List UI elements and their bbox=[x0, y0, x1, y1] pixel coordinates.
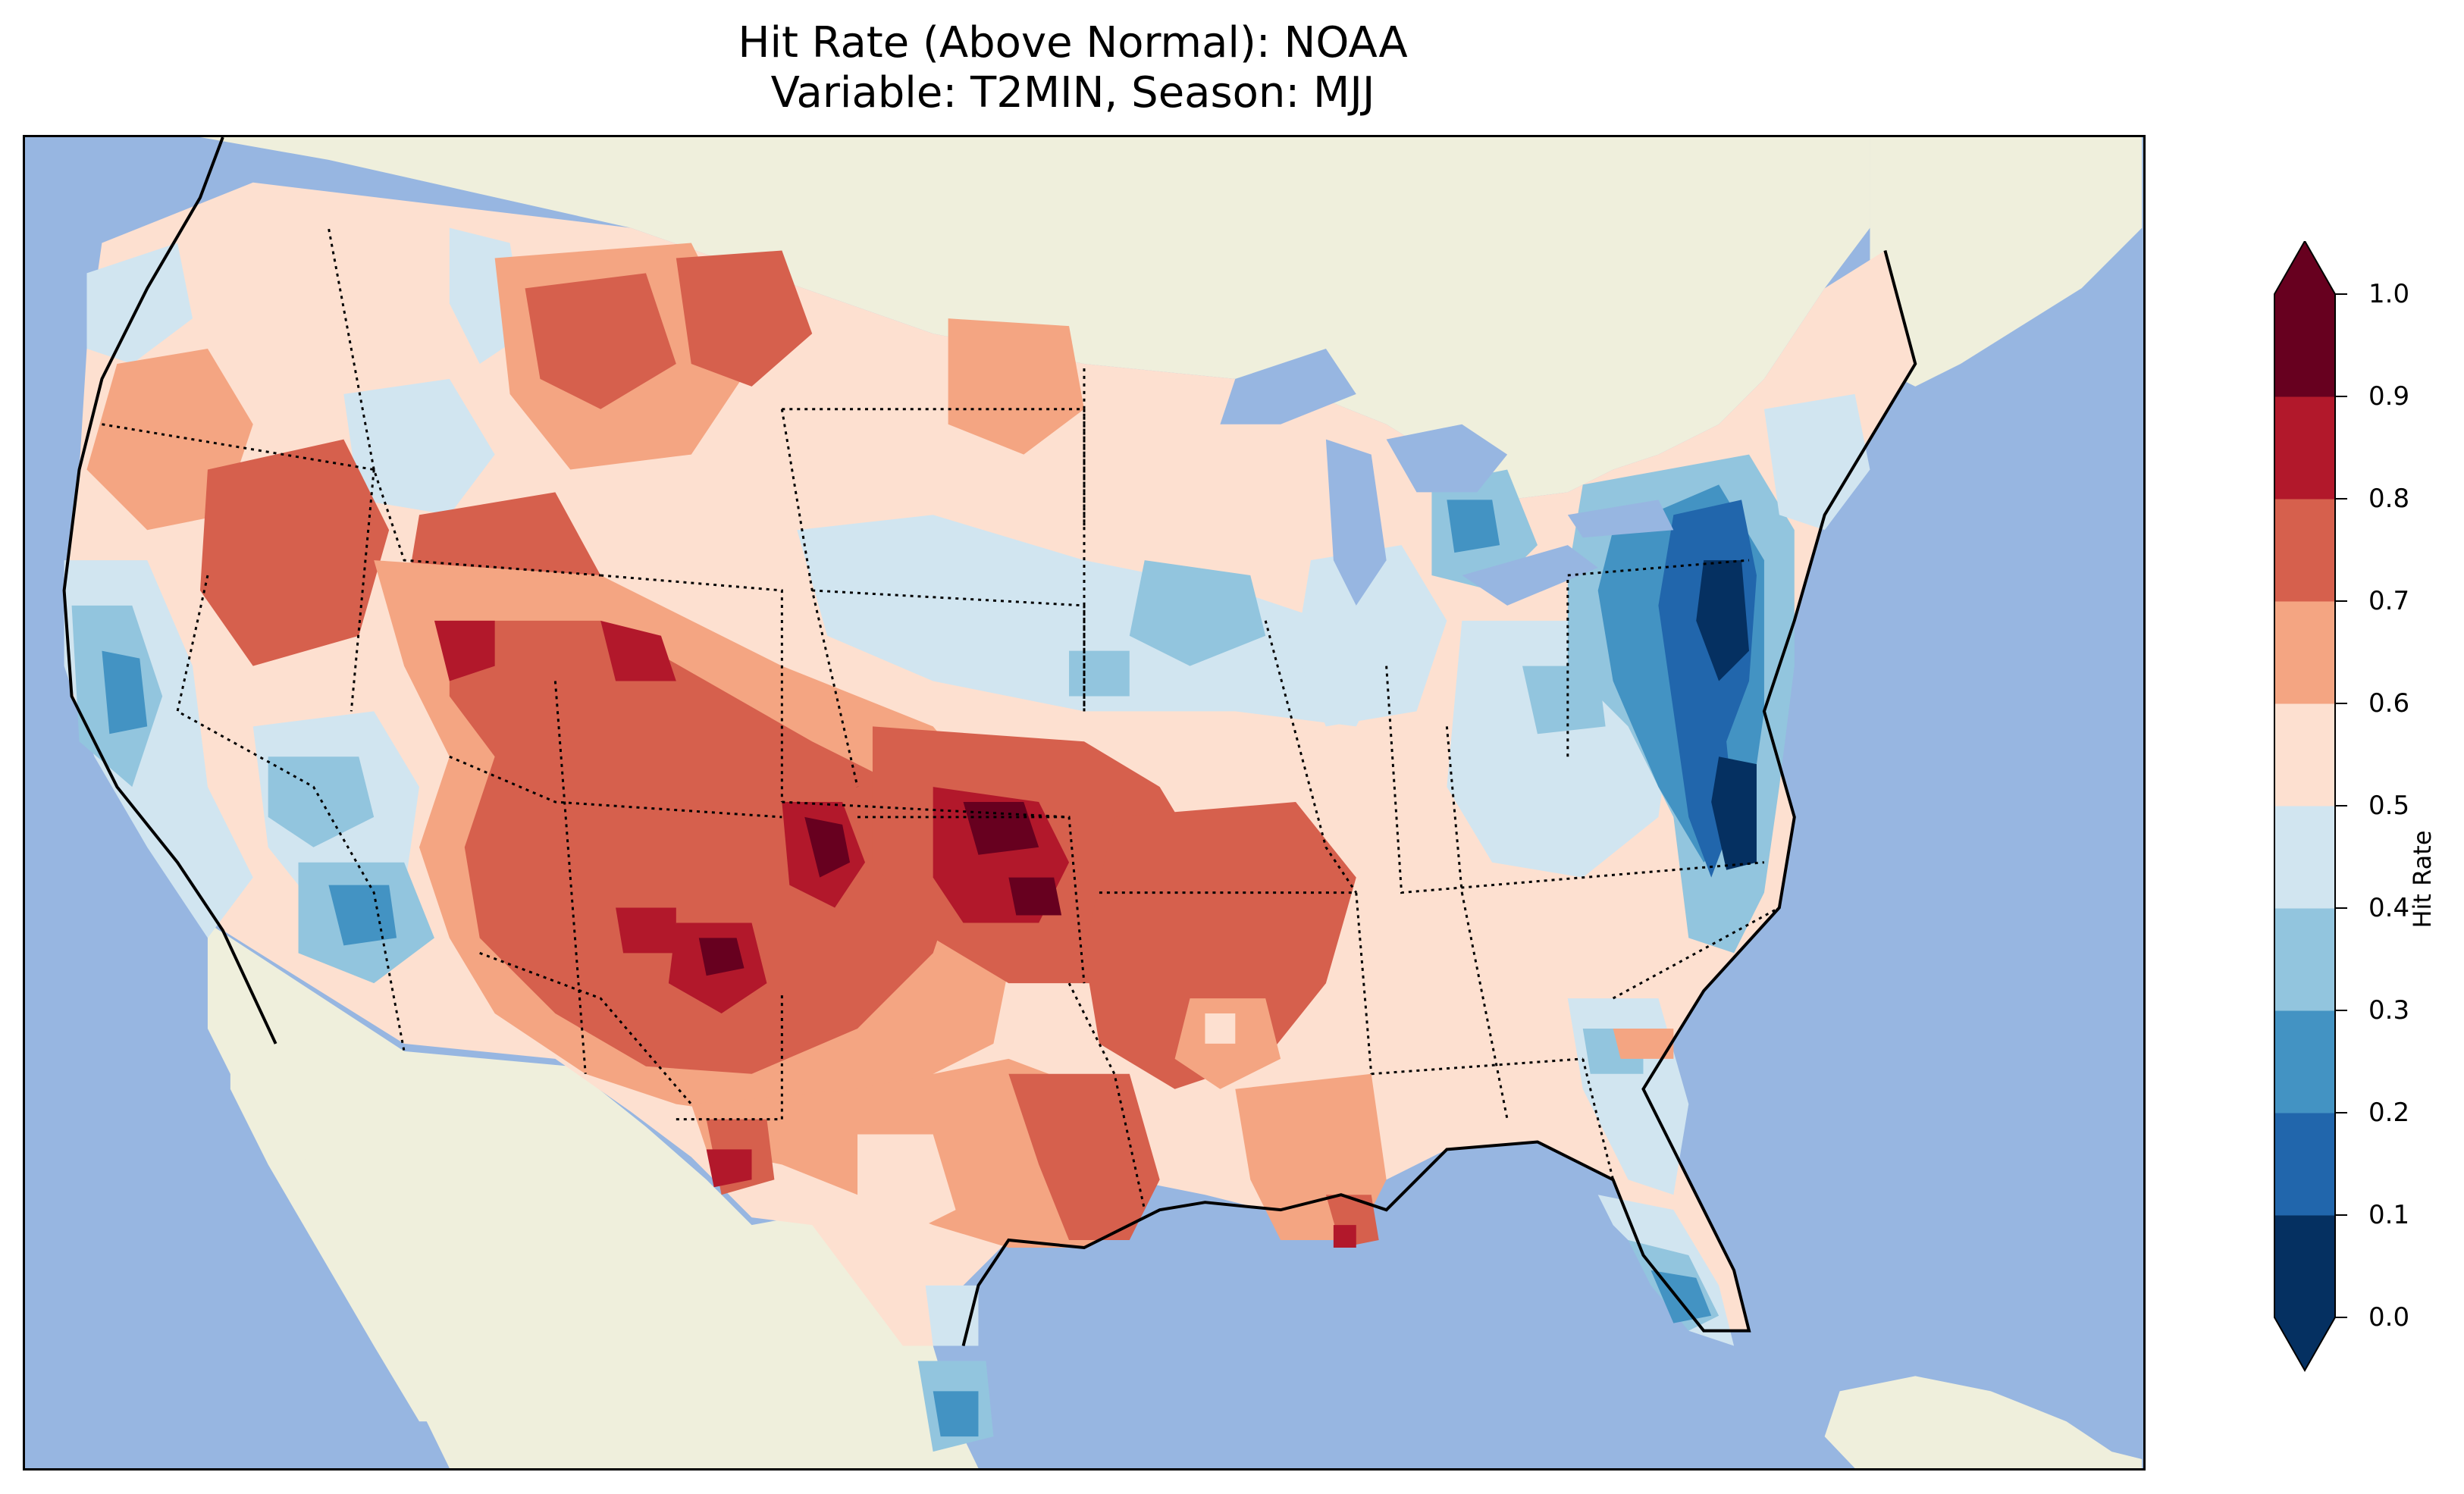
map-title: Hit Rate (Above Normal): NOAA Variable: … bbox=[0, 18, 2146, 118]
map-svg bbox=[26, 137, 2143, 1468]
canada-land bbox=[199, 137, 1870, 500]
colorbar-bin-0.7-0.8 bbox=[2274, 499, 2335, 602]
baja-land bbox=[230, 1028, 450, 1422]
state-borders bbox=[102, 227, 1780, 1211]
colorbar-bin-0.1-0.2 bbox=[2274, 1113, 2335, 1216]
title-line-1: Hit Rate (Above Normal): NOAA bbox=[738, 18, 1408, 67]
colorbar bbox=[2274, 241, 2347, 1373]
map-panel[interactable] bbox=[23, 135, 2146, 1471]
colorbar-bins bbox=[2274, 294, 2335, 1318]
colorbar-ticks bbox=[2335, 293, 2347, 1318]
colorbar-max-extend bbox=[2274, 241, 2335, 294]
colorbar-bin-0.5-0.6 bbox=[2274, 703, 2335, 807]
title-line-2: Variable: T2MIN, Season: MJJ bbox=[770, 68, 1375, 117]
colorbar-tick-label: 0.5 bbox=[2368, 791, 2410, 821]
colorbar-tick-label: 0.9 bbox=[2368, 381, 2410, 412]
colorbar-label: Hit Rate bbox=[2408, 830, 2437, 929]
coastlines bbox=[62, 137, 1917, 1347]
colorbar-tick-label: 0.6 bbox=[2368, 688, 2410, 719]
colorbar-bin-0.2-0.3 bbox=[2274, 1010, 2335, 1113]
colorbar-bin-0.8-0.9 bbox=[2274, 396, 2335, 500]
colorbar-bin-0.3-0.4 bbox=[2274, 908, 2335, 1011]
colorbar-bin-0.4-0.5 bbox=[2274, 806, 2335, 909]
colorbar-tick-label: 0.0 bbox=[2368, 1302, 2410, 1333]
colorbar-bin-0.9-1.0 bbox=[2274, 294, 2335, 397]
cuba-land bbox=[1824, 1376, 2143, 1468]
colorbar-min-extend bbox=[2274, 1317, 2335, 1370]
colorbar-tick-label: 1.0 bbox=[2368, 279, 2410, 309]
colorbar-tick-label: 0.2 bbox=[2368, 1098, 2410, 1128]
colorbar-bin-0.0-0.1 bbox=[2274, 1215, 2335, 1318]
colorbar-tick-label: 0.7 bbox=[2368, 586, 2410, 616]
colorbar-tick-label: 0.1 bbox=[2368, 1200, 2410, 1230]
colorbar-tick-label: 0.8 bbox=[2368, 484, 2410, 514]
great-lakes bbox=[1220, 349, 1674, 606]
colorbar-tick-label: 0.4 bbox=[2368, 893, 2410, 923]
atlantic-canada-land bbox=[1870, 137, 2143, 387]
colorbar-tick-label: 0.3 bbox=[2368, 995, 2410, 1026]
colorbar-bin-0.6-0.7 bbox=[2274, 601, 2335, 704]
